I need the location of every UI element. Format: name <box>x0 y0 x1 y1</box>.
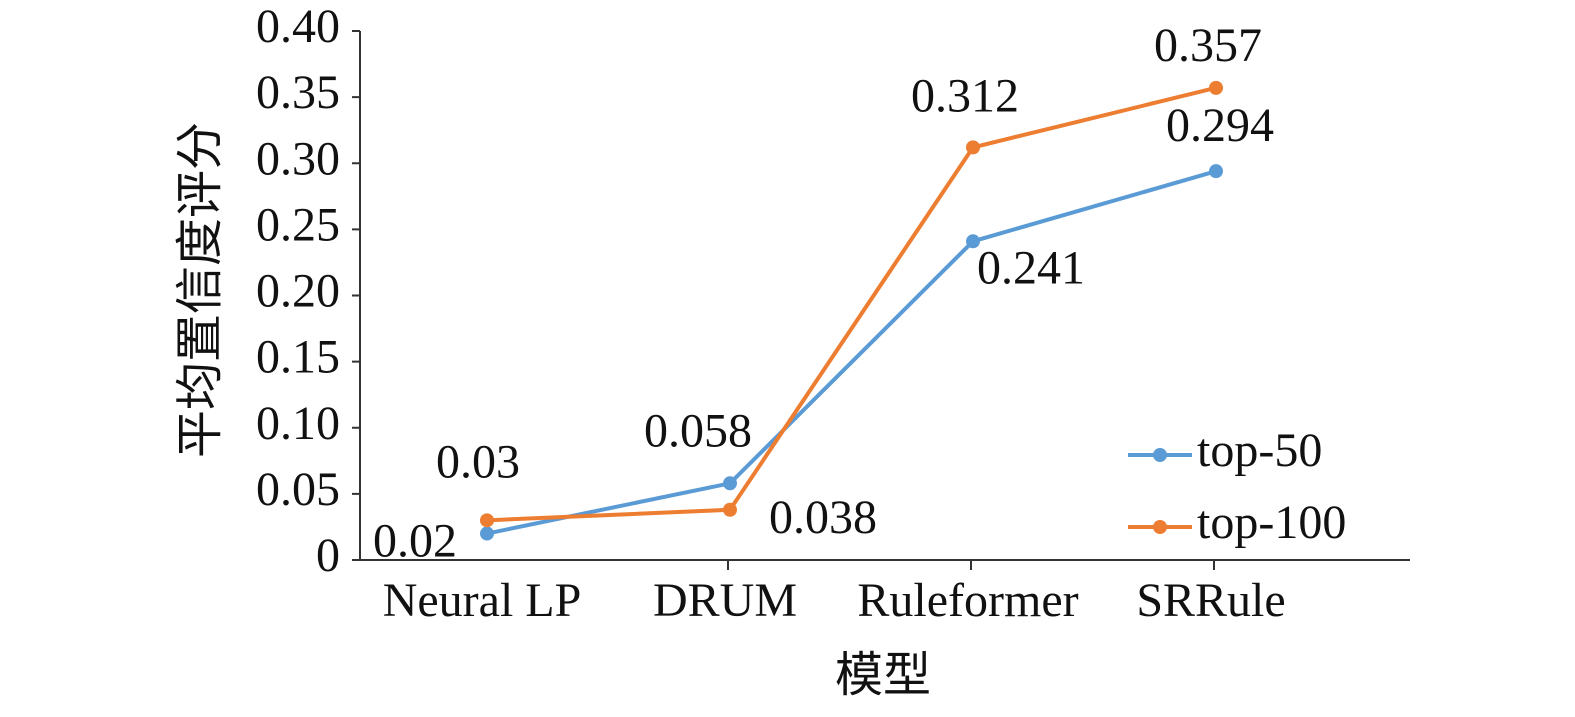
y-axis-title: 平均置信度评分 <box>174 122 227 458</box>
y-tick-label: 0.30 <box>256 132 340 185</box>
x-tick-label: Ruleformer <box>857 574 1078 627</box>
data-label: 0.038 <box>769 491 877 544</box>
data-point <box>480 513 494 528</box>
data-label: 0.357 <box>1154 19 1262 72</box>
series-line <box>486 85 1217 523</box>
y-tick-label: 0.10 <box>256 397 340 450</box>
data-point <box>723 502 737 517</box>
series-line <box>486 169 1217 536</box>
data-label: 0.058 <box>644 404 752 457</box>
data-point <box>966 234 980 249</box>
x-tick-label: Neural LP <box>383 574 582 627</box>
data-point <box>480 526 494 541</box>
data-label: 0.241 <box>977 241 1085 294</box>
data-label: 0.294 <box>1166 99 1274 152</box>
y-tick-label: 0.25 <box>256 198 340 251</box>
data-point <box>1209 80 1223 95</box>
legend-label: top-100 <box>1197 496 1346 549</box>
legend-marker <box>1153 448 1167 462</box>
y-tick-label: 0.15 <box>256 331 340 384</box>
data-label: 0.312 <box>911 69 1019 122</box>
y-tick-label: 0.05 <box>256 463 340 516</box>
legend-marker <box>1153 520 1167 534</box>
data-point <box>1209 164 1223 179</box>
x-axis-title: 模型 <box>835 649 931 702</box>
y-tick-label: 0.35 <box>256 66 340 119</box>
y-tick-label: 0.20 <box>256 265 340 318</box>
data-point <box>966 140 980 155</box>
y-tick-label: 0.40 <box>256 0 340 53</box>
data-label: 0.03 <box>436 435 520 488</box>
legend-label: top-50 <box>1197 424 1322 477</box>
y-tick-label: 0 <box>316 529 340 582</box>
x-tick-label: DRUM <box>653 574 797 627</box>
data-label: 0.02 <box>373 515 457 568</box>
x-tick-label: SRRule <box>1136 574 1285 627</box>
data-point <box>723 476 737 491</box>
